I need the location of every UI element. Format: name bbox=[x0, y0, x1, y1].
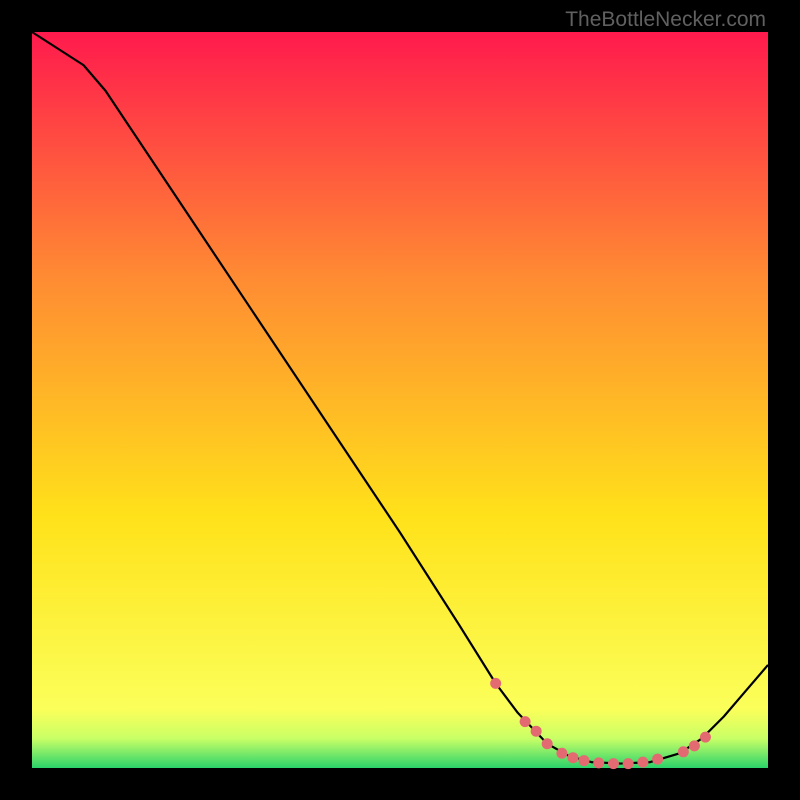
sweet-spot-marker bbox=[652, 754, 663, 765]
sweet-spot-marker bbox=[579, 755, 590, 766]
bottleneck-curve-svg bbox=[0, 0, 800, 800]
sweet-spot-marker bbox=[490, 678, 501, 689]
sweet-spot-marker bbox=[542, 738, 553, 749]
sweet-spot-marker bbox=[531, 726, 542, 737]
bottleneck-curve-line bbox=[32, 32, 768, 764]
sweet-spot-marker bbox=[678, 746, 689, 757]
chart-frame: TheBottleNecker.com bbox=[0, 0, 800, 800]
sweet-spot-marker bbox=[567, 752, 578, 763]
sweet-spot-marker bbox=[700, 732, 711, 743]
sweet-spot-marker bbox=[608, 758, 619, 769]
sweet-spot-marker bbox=[623, 758, 634, 769]
sweet-spot-marker bbox=[556, 748, 567, 759]
sweet-spot-marker bbox=[593, 757, 604, 768]
sweet-spot-marker bbox=[520, 716, 531, 727]
sweet-spot-marker bbox=[637, 757, 648, 768]
sweet-spot-marker bbox=[689, 740, 700, 751]
